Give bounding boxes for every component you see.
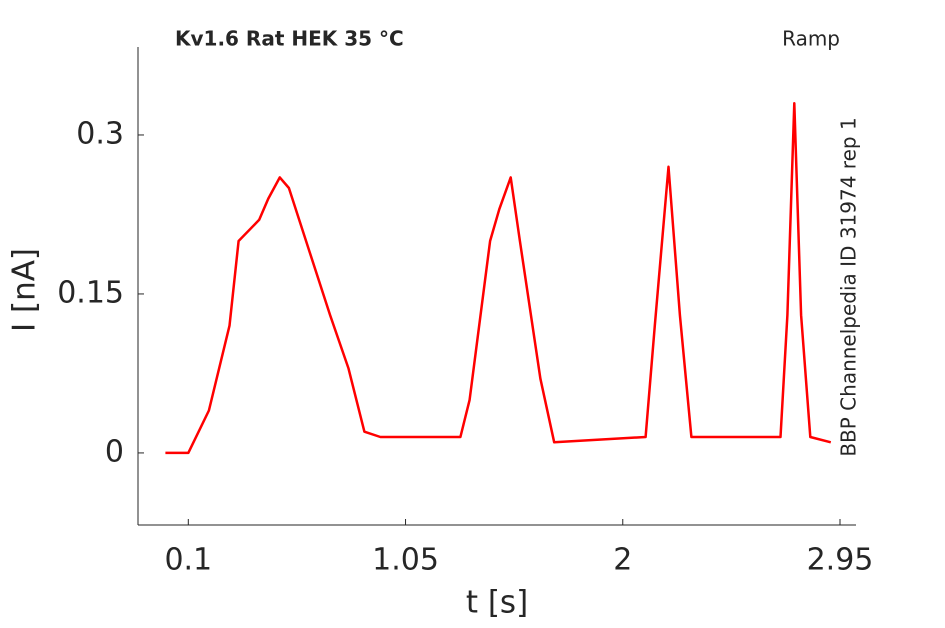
x-tick-label: 2.95 [807, 543, 874, 578]
current-trace [165, 101, 832, 455]
annotation: BBP Channelpedia ID 31974 rep 1 [837, 117, 861, 456]
y-axis-label: I [nA] [7, 248, 43, 332]
subtitle: Ramp [782, 27, 840, 51]
y-tick-label: 0 [105, 434, 124, 469]
x-tick-label: 1.05 [372, 543, 439, 578]
x-tick-label: 0.1 [164, 543, 212, 578]
chart-title: Kv1.6 Rat HEK 35 °C [175, 27, 404, 51]
x-tick-label: 2 [613, 543, 632, 578]
x-axis-label: t [s] [466, 585, 528, 621]
y-tick-label: 0.15 [57, 275, 124, 310]
y-tick-label: 0.3 [76, 116, 124, 151]
